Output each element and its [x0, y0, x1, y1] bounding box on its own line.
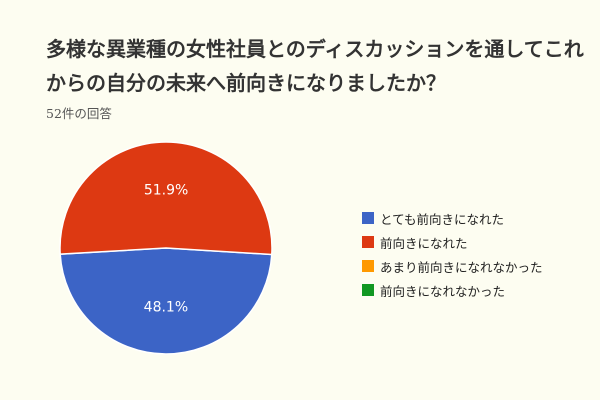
legend: とても前向きになれた 前向きになれた あまり前向きになれなかった 前向きになれな… [362, 206, 543, 302]
legend-label: とても前向きになれた [380, 211, 505, 227]
legend-swatch [362, 284, 374, 296]
legend-label: 前向きになれなかった [380, 283, 506, 299]
legend-label: 前向きになれた [380, 235, 468, 251]
response-count: 52件の回答 [46, 106, 112, 121]
pie-slice-0[interactable] [59, 247, 273, 355]
legend-swatch [362, 236, 374, 248]
legend-item-not-very-positive[interactable]: あまり前向きになれなかった [362, 254, 543, 278]
legend-label: あまり前向きになれなかった [380, 259, 543, 275]
legend-swatch [362, 260, 374, 272]
legend-item-not-positive[interactable]: 前向きになれなかった [362, 278, 543, 302]
pie-slice-label-0: 48.1% [144, 299, 188, 315]
pie-slice-1[interactable] [59, 141, 273, 256]
pie-slice-label-1: 51.9% [144, 183, 188, 199]
legend-item-very-positive[interactable]: とても前向きになれた [362, 206, 543, 230]
legend-swatch [362, 212, 374, 224]
legend-item-positive[interactable]: 前向きになれた [362, 230, 543, 254]
chart-title: 多様な異業種の女性社員とのディスカッションを通してこれからの自分の未来へ前向きに… [46, 37, 584, 95]
